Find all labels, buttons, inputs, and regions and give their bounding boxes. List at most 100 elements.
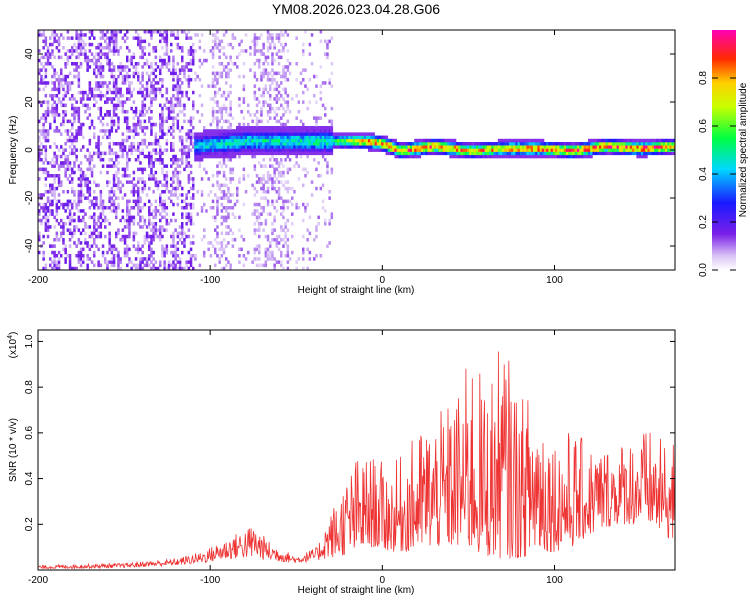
spectrogram-cell bbox=[172, 30, 175, 34]
spectrogram-cell bbox=[216, 225, 219, 229]
spectrogram-cell bbox=[271, 199, 274, 204]
spectrogram-cell bbox=[671, 145, 675, 149]
spectrogram-cell bbox=[533, 151, 536, 156]
spectrogram-cell bbox=[519, 148, 523, 152]
spectrogram-cell bbox=[302, 151, 305, 156]
spectrogram-cell bbox=[308, 135, 312, 140]
spectrogram-cell bbox=[134, 36, 138, 40]
spectrogram-cell bbox=[174, 257, 177, 261]
spectrogram-cell bbox=[123, 39, 127, 44]
spectrogram-cell bbox=[253, 257, 257, 261]
spectrogram-cell bbox=[141, 177, 144, 181]
spectrogram-cell bbox=[238, 138, 241, 143]
spectrogram-cell bbox=[115, 183, 118, 188]
spectrogram-cell bbox=[482, 151, 485, 156]
spectrogram-cell bbox=[115, 212, 118, 216]
spectrogram-cell bbox=[253, 212, 257, 216]
spectrogram-cell bbox=[588, 138, 591, 143]
spectrogram-cell bbox=[150, 65, 153, 69]
spectrogram-cell bbox=[86, 58, 89, 63]
spectrogram-cell bbox=[159, 148, 162, 152]
spectrogram-cell bbox=[121, 106, 125, 111]
spectrogram-cell bbox=[93, 62, 96, 66]
spectrogram-cell bbox=[93, 68, 96, 72]
spectrogram-cell bbox=[216, 199, 219, 204]
spectrogram-cell bbox=[546, 151, 549, 156]
spectrogram-cell bbox=[141, 129, 144, 133]
spectrogram-cell bbox=[365, 138, 369, 143]
spectrogram-cell bbox=[154, 46, 158, 50]
spectrogram-cell bbox=[275, 106, 279, 111]
spectrogram-cell bbox=[262, 263, 265, 268]
spectrogram-cell bbox=[93, 97, 96, 101]
spectrogram-cell bbox=[216, 202, 219, 207]
spectrogram-cell bbox=[128, 49, 131, 53]
spectrogram-cell bbox=[181, 199, 184, 204]
spectrogram-cell bbox=[275, 234, 279, 239]
spectrogram-cell bbox=[66, 199, 70, 204]
spectrogram-cell bbox=[405, 154, 408, 159]
spectrogram-cell bbox=[97, 263, 100, 268]
spectrogram-cell bbox=[236, 190, 239, 194]
spectrogram-cell bbox=[49, 42, 52, 47]
spectrogram-cell bbox=[629, 138, 633, 143]
spectrogram-cell bbox=[189, 177, 193, 181]
spectrogram-cell bbox=[123, 68, 127, 72]
spectrogram-cell bbox=[203, 250, 206, 255]
spectrogram-cell bbox=[392, 138, 395, 143]
spectrogram-cell bbox=[128, 260, 131, 264]
spectrogram-cell bbox=[40, 142, 43, 146]
spectrogram-cell bbox=[66, 228, 70, 232]
spectrogram-cell bbox=[253, 202, 257, 207]
spectrogram-cell bbox=[38, 87, 41, 92]
spectrogram-cell bbox=[607, 138, 611, 143]
spectrogram-cell bbox=[225, 74, 228, 79]
spectrogram-cell bbox=[209, 84, 213, 88]
spectrogram-cell bbox=[152, 161, 155, 165]
spectrogram-cell bbox=[306, 170, 309, 175]
spectrogram-cell bbox=[244, 129, 248, 133]
spectrogram-cell bbox=[203, 228, 206, 232]
spectrogram-cell bbox=[304, 148, 307, 152]
spectrogram-cell bbox=[203, 167, 206, 172]
spectrogram-cell bbox=[306, 266, 309, 270]
spectrogram-cell bbox=[284, 110, 287, 114]
spectrogram-cell bbox=[150, 177, 153, 181]
spectrogram-cell bbox=[302, 148, 305, 152]
spectrogram-cell bbox=[200, 135, 204, 140]
spectrogram-cell bbox=[77, 193, 81, 197]
spectrogram-cell bbox=[216, 103, 219, 108]
spectrogram-cell bbox=[106, 113, 109, 117]
spectrogram-cell bbox=[148, 254, 151, 258]
spectrogram-cell bbox=[117, 49, 120, 53]
spectrogram-cell bbox=[101, 52, 105, 56]
spectrogram-cell bbox=[163, 247, 166, 252]
spectrogram-cell bbox=[152, 215, 155, 220]
spectrogram-cell bbox=[71, 62, 74, 66]
spectrogram-cell bbox=[163, 228, 166, 232]
spectrogram-cell bbox=[145, 257, 149, 261]
spectrogram-cell bbox=[324, 129, 327, 133]
spectrogram-cell bbox=[150, 222, 153, 226]
snr-x-axis-label: Height of straight line (km) bbox=[298, 585, 415, 596]
spectrogram-cell bbox=[62, 238, 65, 242]
spectrogram-cell bbox=[308, 145, 312, 149]
spectrogram-cell bbox=[528, 148, 532, 152]
spectrogram-cell bbox=[86, 97, 89, 101]
spectrogram-cell bbox=[148, 90, 151, 95]
spectrogram-cell bbox=[68, 238, 72, 242]
spectrogram-cell bbox=[321, 148, 325, 152]
spectrogram-cell bbox=[93, 103, 96, 108]
spectrogram-cell bbox=[229, 58, 232, 63]
spectrogram-cell bbox=[106, 52, 109, 56]
spectrogram-cell bbox=[38, 138, 41, 143]
spectrogram-cell bbox=[220, 138, 224, 143]
spectrogram-cell bbox=[178, 110, 182, 114]
spectrogram-cell bbox=[93, 190, 96, 194]
spectrogram-cell bbox=[51, 158, 54, 162]
spectrogram-cell bbox=[178, 180, 182, 184]
spectrogram-cell bbox=[97, 148, 100, 152]
spectrogram-cell bbox=[255, 180, 259, 184]
spectrogram-cell bbox=[150, 170, 153, 175]
spectrogram-cell bbox=[286, 129, 290, 133]
